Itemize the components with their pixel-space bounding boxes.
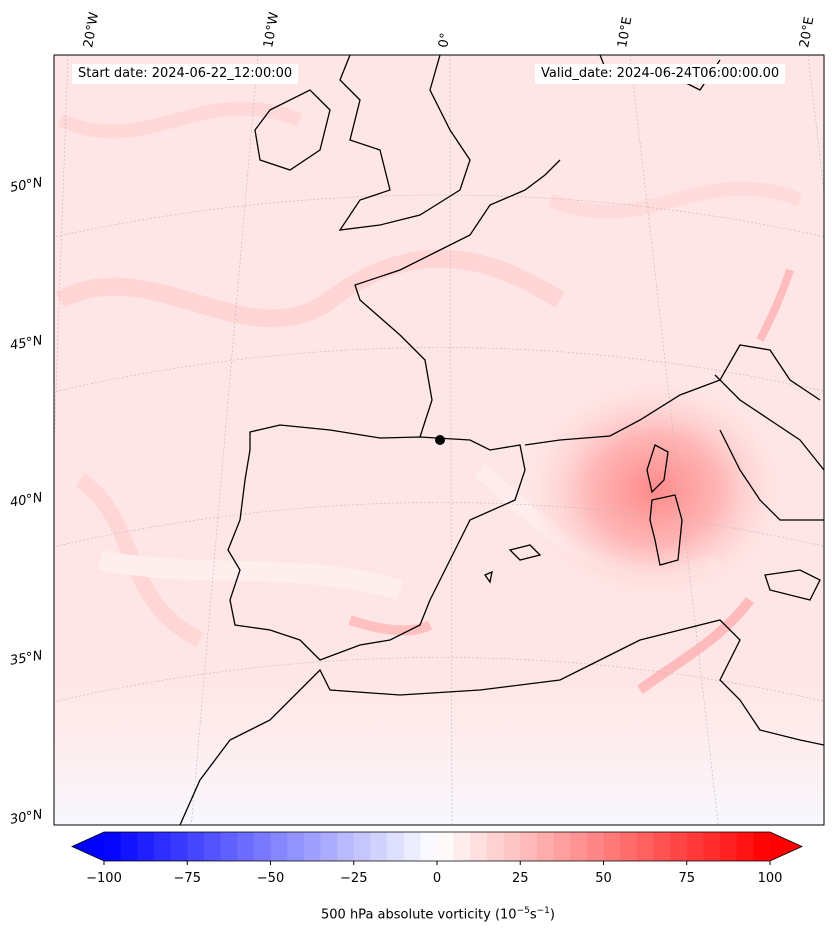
colorbar-segment xyxy=(453,832,471,861)
sardinia-coast xyxy=(649,494,683,566)
colorbar-segment xyxy=(753,832,771,861)
britain-coast xyxy=(338,55,471,231)
colorbar-tick-label: 100 xyxy=(757,871,783,886)
colorbar-segment xyxy=(620,832,638,861)
longitude-label: 0° xyxy=(436,31,454,49)
colorbar-segment xyxy=(153,832,172,861)
africa-coast xyxy=(179,619,824,825)
balearic-coast xyxy=(484,544,542,584)
colorbar-label-exp2: −1 xyxy=(536,906,550,916)
colorbar-segment xyxy=(303,832,321,861)
colorbar-segment xyxy=(703,832,721,861)
ireland-coast xyxy=(254,89,331,171)
colorbar-segment xyxy=(670,832,688,861)
colorbar-segment xyxy=(420,832,438,861)
marker-dot xyxy=(435,435,445,445)
corsica-coast xyxy=(646,444,669,494)
colorbar-label-exp1: −5 xyxy=(516,906,530,916)
colorbar-tick-label: −50 xyxy=(256,871,285,886)
colorbar-label-text: 500 hPa absolute vorticity (10 xyxy=(321,907,517,923)
colorbar-segment xyxy=(353,832,371,861)
colorbar-segment xyxy=(736,832,754,861)
colorbar-segment xyxy=(120,832,138,861)
valid-date-text: Valid_date: 2024-06-24T06:00:00.00 xyxy=(541,66,780,81)
colorbar-segment xyxy=(203,832,222,861)
colorbar-tick-label: 25 xyxy=(511,871,529,886)
colorbar-label-unit: s xyxy=(529,907,537,923)
colorbar-tick-label: 0 xyxy=(432,871,442,886)
colorbar-segment xyxy=(337,832,355,861)
valid-date-box: Valid_date: 2024-06-24T06:00:00.00 xyxy=(535,64,786,84)
colorbar-segment xyxy=(503,832,521,861)
vortex-center xyxy=(525,380,785,600)
colorbar-segment xyxy=(270,832,288,861)
colorbar-label: 500 hPa absolute vorticity (10−5s−1) xyxy=(0,906,832,922)
colorbar-segment xyxy=(403,832,421,861)
southern-band xyxy=(54,680,824,825)
colorbar-segment xyxy=(653,832,671,861)
colorbar-segment xyxy=(570,832,588,861)
italy-coast xyxy=(524,344,824,521)
colorbar-segment xyxy=(553,832,571,861)
colorbar-segment xyxy=(370,832,388,861)
colorbar-segment xyxy=(170,832,188,861)
colorbar-segment xyxy=(104,832,122,861)
start-date-text: Start date: 2024-06-22_12:00:00 xyxy=(78,66,293,81)
colorbar-tick-label: −75 xyxy=(173,871,201,886)
colorbar-segment xyxy=(220,832,238,861)
france-coast xyxy=(354,159,561,438)
colorbar-segment xyxy=(320,832,338,861)
colorbar-extend-low xyxy=(72,832,104,861)
colorbar-tick-label: 50 xyxy=(595,871,612,886)
colorbar-segment xyxy=(237,832,255,861)
sicily-coast xyxy=(764,569,821,601)
graticule xyxy=(54,55,824,825)
colorbar-segment xyxy=(720,832,738,861)
colorbar-segment xyxy=(470,832,488,861)
colorbar-segment xyxy=(686,832,704,861)
colorbar-segment xyxy=(603,832,621,861)
colorbar-segment xyxy=(536,832,555,861)
colorbar-segment xyxy=(253,832,271,861)
colorbar-tick-label: −100 xyxy=(86,871,122,886)
start-date-box: Start date: 2024-06-22_12:00:00 xyxy=(72,64,299,84)
colorbar-tick-label: 75 xyxy=(678,871,696,886)
colorbar-segment xyxy=(187,832,205,861)
colorbar-segment xyxy=(387,832,405,861)
map-frame xyxy=(53,54,825,826)
colorbar-segment xyxy=(486,832,505,861)
colorbar-segment xyxy=(636,832,654,861)
colorbar-segment xyxy=(287,832,305,861)
colorbar-label-close: ) xyxy=(549,907,555,923)
colorbar-extend-high xyxy=(770,832,802,861)
colorbar-segment xyxy=(586,832,604,861)
colorbar-segment xyxy=(437,832,455,861)
colorbar-segment xyxy=(137,832,155,861)
colorbar xyxy=(71,831,803,865)
colorbar-segment xyxy=(520,832,538,861)
colorbar-tick-label: −25 xyxy=(340,871,368,886)
